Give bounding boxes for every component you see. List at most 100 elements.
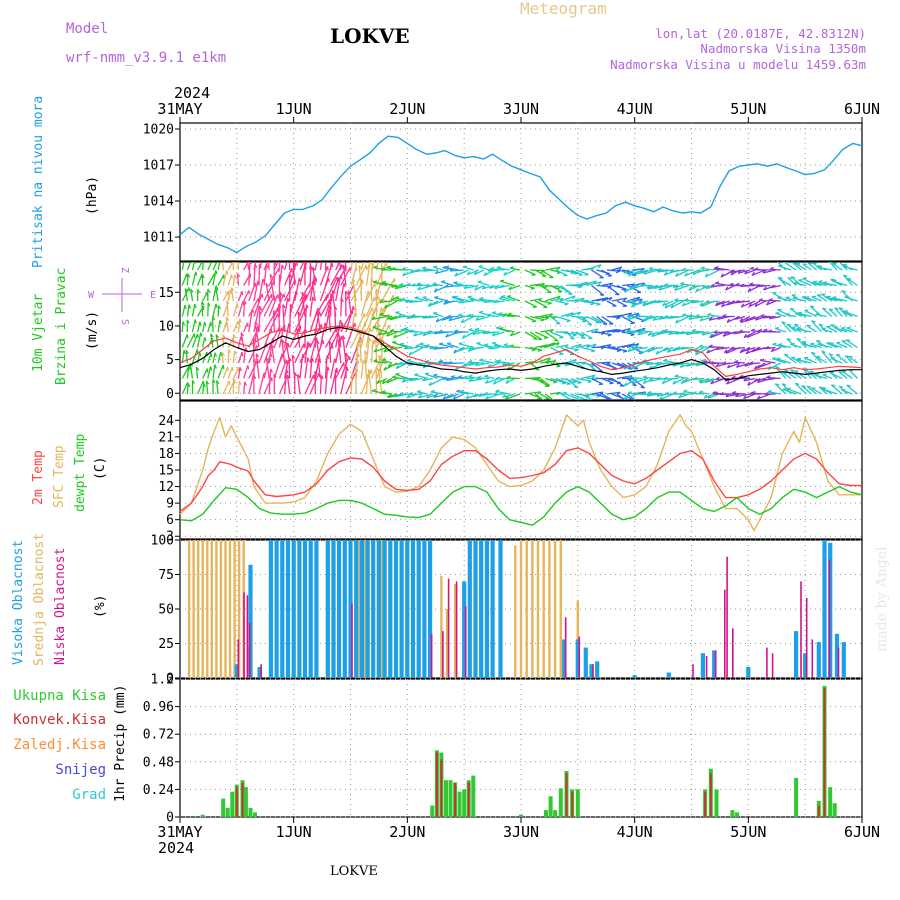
wind-vector-head bbox=[372, 339, 376, 344]
wind-vector bbox=[503, 314, 515, 318]
wind-vector bbox=[196, 273, 203, 286]
wind-vector bbox=[487, 362, 500, 369]
time-label-bottom: 5JUN bbox=[730, 823, 766, 841]
wind-vector bbox=[581, 374, 596, 380]
wind-vector bbox=[463, 377, 474, 380]
cloud-low-bar bbox=[766, 647, 768, 678]
wind-vector bbox=[509, 267, 521, 271]
wind-vector bbox=[846, 278, 858, 287]
wind-vector bbox=[767, 391, 781, 395]
wind-vector-head bbox=[503, 271, 507, 276]
wind-vector bbox=[462, 362, 475, 368]
time-label-top: 1JUN bbox=[276, 100, 312, 118]
wind-vector-head bbox=[823, 281, 828, 284]
wind-vector-head bbox=[658, 396, 663, 400]
precip-y-tick-label: 0.96 bbox=[143, 700, 174, 715]
temperature-unit: (C) bbox=[93, 457, 108, 480]
wind-vector bbox=[606, 284, 620, 296]
wind-vector-head bbox=[846, 384, 851, 387]
wind-vector-head bbox=[219, 320, 222, 325]
wind-vector-head bbox=[204, 255, 206, 259]
wind-vector bbox=[560, 393, 571, 400]
wind-vector bbox=[535, 315, 549, 319]
wind-vector-head bbox=[314, 370, 318, 375]
wind-vector-head bbox=[818, 265, 823, 268]
cloud-high-bar bbox=[490, 540, 495, 678]
conv-precip-bar bbox=[440, 759, 443, 817]
wind-vector bbox=[195, 366, 199, 379]
wind-vector-head bbox=[463, 375, 468, 379]
wind-vector-head bbox=[664, 304, 668, 309]
wind-vector bbox=[247, 262, 250, 271]
wind-vector-head bbox=[190, 288, 194, 293]
wind-vector bbox=[350, 337, 362, 364]
wind-vector-head bbox=[708, 333, 713, 338]
wind-vector-head bbox=[828, 353, 834, 356]
wind-vector bbox=[232, 303, 238, 317]
wind-vector bbox=[626, 393, 636, 400]
wind-vector-head bbox=[494, 359, 499, 363]
wind-vector-head bbox=[781, 321, 786, 324]
wind-vector-head bbox=[674, 298, 679, 301]
wind-vector bbox=[771, 346, 781, 353]
wind-vector bbox=[493, 377, 505, 385]
wind-vector bbox=[292, 262, 296, 286]
cloud-high-bar bbox=[354, 540, 359, 678]
wind-vector bbox=[797, 312, 812, 318]
wind-vector bbox=[253, 280, 259, 302]
wind-vector-head bbox=[557, 295, 561, 300]
cloud-low-bar bbox=[578, 636, 581, 678]
wind-vector bbox=[309, 262, 311, 271]
wind-vector-head bbox=[843, 264, 848, 268]
wind-vector-head bbox=[265, 263, 269, 269]
wind-vector bbox=[375, 366, 378, 395]
wind-vector-head bbox=[640, 386, 645, 389]
wind-vector-head bbox=[442, 395, 447, 400]
wind-vector-head bbox=[672, 347, 677, 352]
wind-vector-head bbox=[359, 338, 363, 343]
wind-vector bbox=[796, 358, 812, 364]
wind-vector-head bbox=[288, 357, 292, 362]
wind-vector-head bbox=[496, 376, 501, 380]
time-label-bottom: 4JUN bbox=[617, 823, 653, 841]
wind-vector-head bbox=[409, 269, 414, 274]
dewpt-line bbox=[179, 485, 863, 526]
wind-vector-head bbox=[463, 285, 468, 289]
wind-vector bbox=[550, 284, 563, 293]
wind-vector-head bbox=[399, 342, 404, 345]
wind-vector-head bbox=[587, 380, 592, 384]
wind-vector-head bbox=[345, 352, 349, 357]
wind-vector bbox=[700, 267, 715, 271]
wind-vector-head bbox=[251, 308, 255, 313]
wind-vector-head bbox=[808, 262, 813, 265]
wind-vector-head bbox=[775, 383, 780, 386]
wind-vector bbox=[191, 262, 195, 271]
pressure-title: Pritisak na nivou mora bbox=[31, 96, 46, 268]
wind-vector bbox=[586, 362, 596, 371]
wind-vector-head bbox=[226, 270, 229, 275]
wind-vector bbox=[375, 297, 388, 302]
wind-vector-head bbox=[391, 267, 396, 270]
total-precip-bar bbox=[714, 789, 719, 817]
wind-vector bbox=[278, 359, 287, 379]
wind-vector-head bbox=[446, 342, 452, 345]
wind-vector-head bbox=[680, 346, 685, 350]
wind-vector bbox=[373, 360, 387, 364]
wind-vector bbox=[483, 300, 500, 304]
wind-vector bbox=[783, 262, 797, 271]
wind-vector-head bbox=[765, 345, 770, 350]
wind-vector-head bbox=[221, 255, 222, 259]
wind-vector bbox=[468, 346, 485, 350]
wind-vector bbox=[492, 331, 505, 337]
wind-vector-head bbox=[242, 301, 245, 306]
wind-vector-head bbox=[836, 259, 840, 260]
wind-vector-head bbox=[466, 271, 471, 276]
wind-vector-head bbox=[493, 343, 498, 347]
wind-vector bbox=[283, 297, 289, 317]
wind-vector-head bbox=[663, 376, 668, 380]
wind-vector bbox=[756, 284, 771, 288]
wind-vector-head bbox=[289, 273, 293, 278]
wind-vector bbox=[735, 393, 751, 398]
wind-vector-head bbox=[753, 365, 758, 370]
wind-vector bbox=[448, 315, 464, 322]
